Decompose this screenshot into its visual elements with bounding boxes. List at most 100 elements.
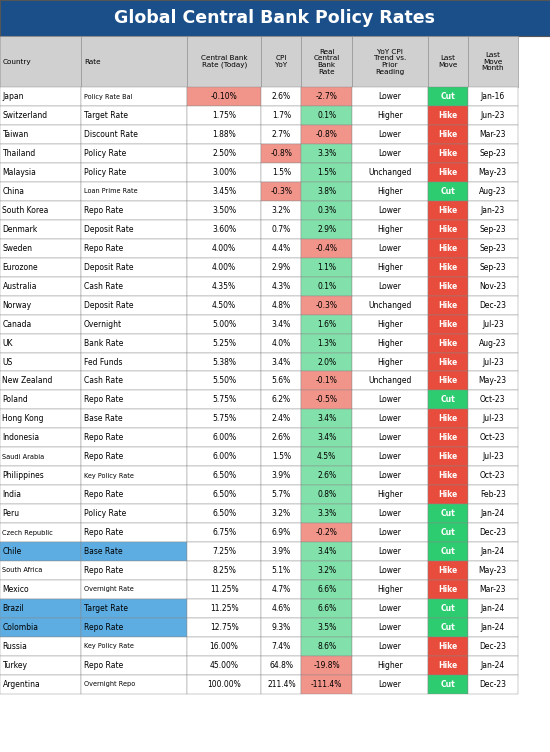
Text: Nov-23: Nov-23 bbox=[479, 282, 507, 291]
Bar bbox=[428, 447, 468, 466]
Text: 7.25%: 7.25% bbox=[212, 547, 236, 556]
Text: 5.7%: 5.7% bbox=[272, 490, 291, 499]
Bar bbox=[81, 656, 187, 675]
Text: Unchanged: Unchanged bbox=[368, 301, 411, 310]
Text: Higher: Higher bbox=[377, 357, 403, 366]
Text: 3.45%: 3.45% bbox=[212, 187, 236, 196]
Bar bbox=[301, 523, 352, 542]
Bar bbox=[0, 334, 81, 353]
Text: Repo Rate: Repo Rate bbox=[84, 206, 123, 215]
Text: Hike: Hike bbox=[438, 149, 458, 158]
Bar bbox=[261, 353, 301, 371]
Text: Repo Rate: Repo Rate bbox=[84, 623, 123, 632]
Bar bbox=[0, 220, 81, 239]
Bar bbox=[81, 466, 187, 485]
Bar bbox=[352, 144, 428, 163]
Text: Higher: Higher bbox=[377, 661, 403, 670]
Bar bbox=[0, 0, 550, 36]
Text: Dec-23: Dec-23 bbox=[479, 301, 507, 310]
Bar bbox=[468, 429, 518, 447]
Text: 3.4%: 3.4% bbox=[317, 547, 337, 556]
Text: Oct-23: Oct-23 bbox=[480, 433, 505, 442]
Text: Lower: Lower bbox=[378, 604, 402, 613]
Text: 3.4%: 3.4% bbox=[272, 357, 291, 366]
Text: 5.00%: 5.00% bbox=[212, 320, 236, 329]
Bar bbox=[352, 429, 428, 447]
Text: Cut: Cut bbox=[441, 604, 455, 613]
Bar bbox=[187, 220, 261, 239]
Text: Jul-23: Jul-23 bbox=[482, 452, 504, 461]
Text: 1.7%: 1.7% bbox=[272, 111, 291, 120]
Text: Hike: Hike bbox=[438, 301, 458, 310]
Bar bbox=[428, 637, 468, 656]
Bar bbox=[301, 87, 352, 106]
Text: 1.75%: 1.75% bbox=[212, 111, 236, 120]
Text: Lower: Lower bbox=[378, 509, 402, 518]
Text: Hike: Hike bbox=[438, 168, 458, 177]
Bar bbox=[428, 656, 468, 675]
Bar bbox=[352, 220, 428, 239]
Bar bbox=[0, 36, 81, 87]
Text: Cut: Cut bbox=[441, 623, 455, 632]
Bar bbox=[0, 277, 81, 296]
Text: 2.6%: 2.6% bbox=[272, 92, 291, 102]
Text: 2.9%: 2.9% bbox=[272, 262, 291, 271]
Text: Eurozone: Eurozone bbox=[3, 262, 38, 271]
Bar bbox=[187, 580, 261, 599]
Text: Lower: Lower bbox=[378, 641, 402, 650]
Bar bbox=[301, 429, 352, 447]
Text: -0.1%: -0.1% bbox=[316, 377, 338, 386]
Bar bbox=[468, 371, 518, 390]
Bar bbox=[301, 561, 352, 580]
Bar bbox=[468, 637, 518, 656]
Text: Lower: Lower bbox=[378, 452, 402, 461]
Text: 6.50%: 6.50% bbox=[212, 490, 236, 499]
Bar bbox=[261, 314, 301, 334]
Text: Overnight: Overnight bbox=[84, 320, 122, 329]
Bar bbox=[352, 258, 428, 277]
Text: 3.5%: 3.5% bbox=[317, 623, 337, 632]
Text: 6.50%: 6.50% bbox=[212, 472, 236, 481]
Text: Oct-23: Oct-23 bbox=[480, 472, 505, 481]
Text: -0.10%: -0.10% bbox=[211, 92, 238, 102]
Text: Brazil: Brazil bbox=[3, 604, 24, 613]
Text: Jan-16: Jan-16 bbox=[481, 92, 505, 102]
Bar bbox=[468, 182, 518, 201]
Text: Global Central Bank Policy Rates: Global Central Bank Policy Rates bbox=[114, 9, 436, 27]
Text: -0.3%: -0.3% bbox=[271, 187, 293, 196]
Text: May-23: May-23 bbox=[478, 168, 507, 177]
Text: 12.75%: 12.75% bbox=[210, 623, 239, 632]
Bar bbox=[428, 125, 468, 144]
Text: 211.4%: 211.4% bbox=[267, 680, 296, 689]
Text: Cut: Cut bbox=[441, 528, 455, 537]
Text: Lower: Lower bbox=[378, 149, 402, 158]
Bar bbox=[0, 656, 81, 675]
Bar bbox=[81, 542, 187, 561]
Text: 11.25%: 11.25% bbox=[210, 585, 239, 594]
Text: 4.50%: 4.50% bbox=[212, 301, 236, 310]
Text: 5.38%: 5.38% bbox=[212, 357, 236, 366]
Bar bbox=[261, 144, 301, 163]
Text: -0.5%: -0.5% bbox=[316, 396, 338, 405]
Text: Mexico: Mexico bbox=[3, 585, 29, 594]
Bar bbox=[0, 618, 81, 637]
Bar bbox=[261, 201, 301, 220]
Bar bbox=[187, 277, 261, 296]
Text: Hike: Hike bbox=[438, 566, 458, 575]
Text: Dec-23: Dec-23 bbox=[479, 528, 507, 537]
Bar bbox=[261, 656, 301, 675]
Bar bbox=[468, 36, 518, 87]
Bar bbox=[187, 334, 261, 353]
Bar bbox=[261, 106, 301, 125]
Text: Jan-23: Jan-23 bbox=[481, 206, 505, 215]
Bar bbox=[468, 163, 518, 182]
Bar bbox=[301, 353, 352, 371]
Bar bbox=[187, 163, 261, 182]
Text: Taiwan: Taiwan bbox=[3, 130, 29, 139]
Text: -0.3%: -0.3% bbox=[316, 301, 338, 310]
Text: Hike: Hike bbox=[438, 472, 458, 481]
Text: Thailand: Thailand bbox=[3, 149, 36, 158]
Bar bbox=[352, 675, 428, 693]
Bar bbox=[187, 144, 261, 163]
Bar bbox=[187, 125, 261, 144]
